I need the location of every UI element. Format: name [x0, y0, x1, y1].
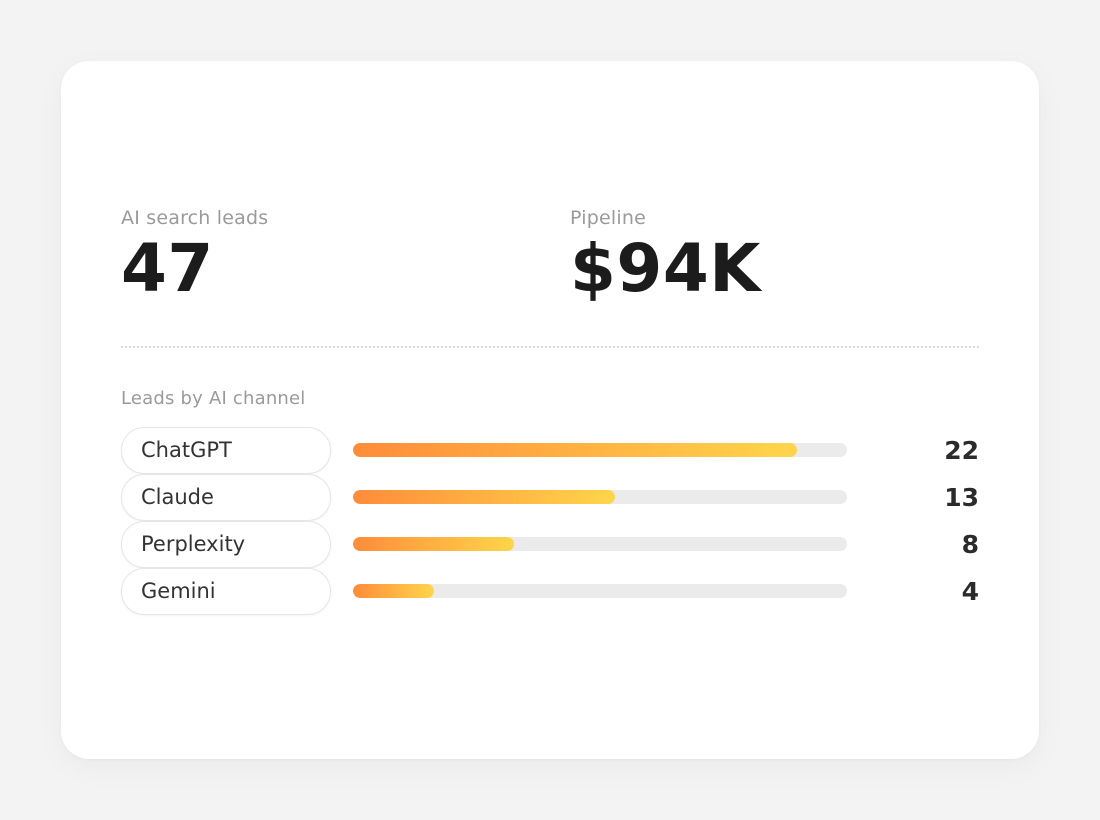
- pipeline-value: $94K: [570, 230, 761, 307]
- channel-bar-fill: [353, 584, 434, 598]
- channel-label: Perplexity: [141, 532, 246, 556]
- leads-card: AI search leads 47 Pipeline $94K Leads b…: [61, 61, 1039, 759]
- channel-bar-track: [353, 537, 847, 551]
- channel-label: Gemini: [141, 579, 216, 603]
- ai-search-leads-value: 47: [121, 230, 214, 307]
- channel-pill-perplexity[interactable]: Perplexity: [121, 521, 331, 568]
- channel-row-claude: Claude 13: [121, 474, 979, 521]
- channel-value: 4: [961, 577, 979, 606]
- channel-row-perplexity: Perplexity 8: [121, 521, 979, 568]
- channel-bar-fill: [353, 443, 797, 457]
- pipeline-label: Pipeline: [570, 207, 646, 229]
- pipeline-stat: Pipeline $94K: [570, 206, 761, 304]
- channels-title: Leads by AI channel: [121, 388, 306, 409]
- channel-label: Claude: [141, 485, 214, 509]
- channel-bar-track: [353, 584, 847, 598]
- channel-value: 22: [944, 436, 979, 465]
- channel-list: ChatGPT 22 Claude 13 Perplexity 8: [121, 427, 979, 615]
- channel-bar-track: [353, 490, 847, 504]
- section-divider: [121, 346, 979, 348]
- ai-search-leads-label: AI search leads: [121, 207, 269, 229]
- channel-row-gemini: Gemini 4: [121, 568, 979, 615]
- channel-bar-fill: [353, 537, 515, 551]
- channel-value: 13: [944, 483, 979, 512]
- channel-row-chatgpt: ChatGPT 22: [121, 427, 979, 474]
- channel-pill-claude[interactable]: Claude: [121, 474, 331, 521]
- channel-value: 8: [961, 530, 979, 559]
- channel-pill-gemini[interactable]: Gemini: [121, 568, 331, 615]
- channel-label: ChatGPT: [141, 438, 232, 462]
- channel-bar-track: [353, 443, 847, 457]
- channel-pill-chatgpt[interactable]: ChatGPT: [121, 427, 331, 474]
- ai-search-leads-stat: AI search leads 47: [121, 206, 268, 304]
- channel-bar-fill: [353, 490, 616, 504]
